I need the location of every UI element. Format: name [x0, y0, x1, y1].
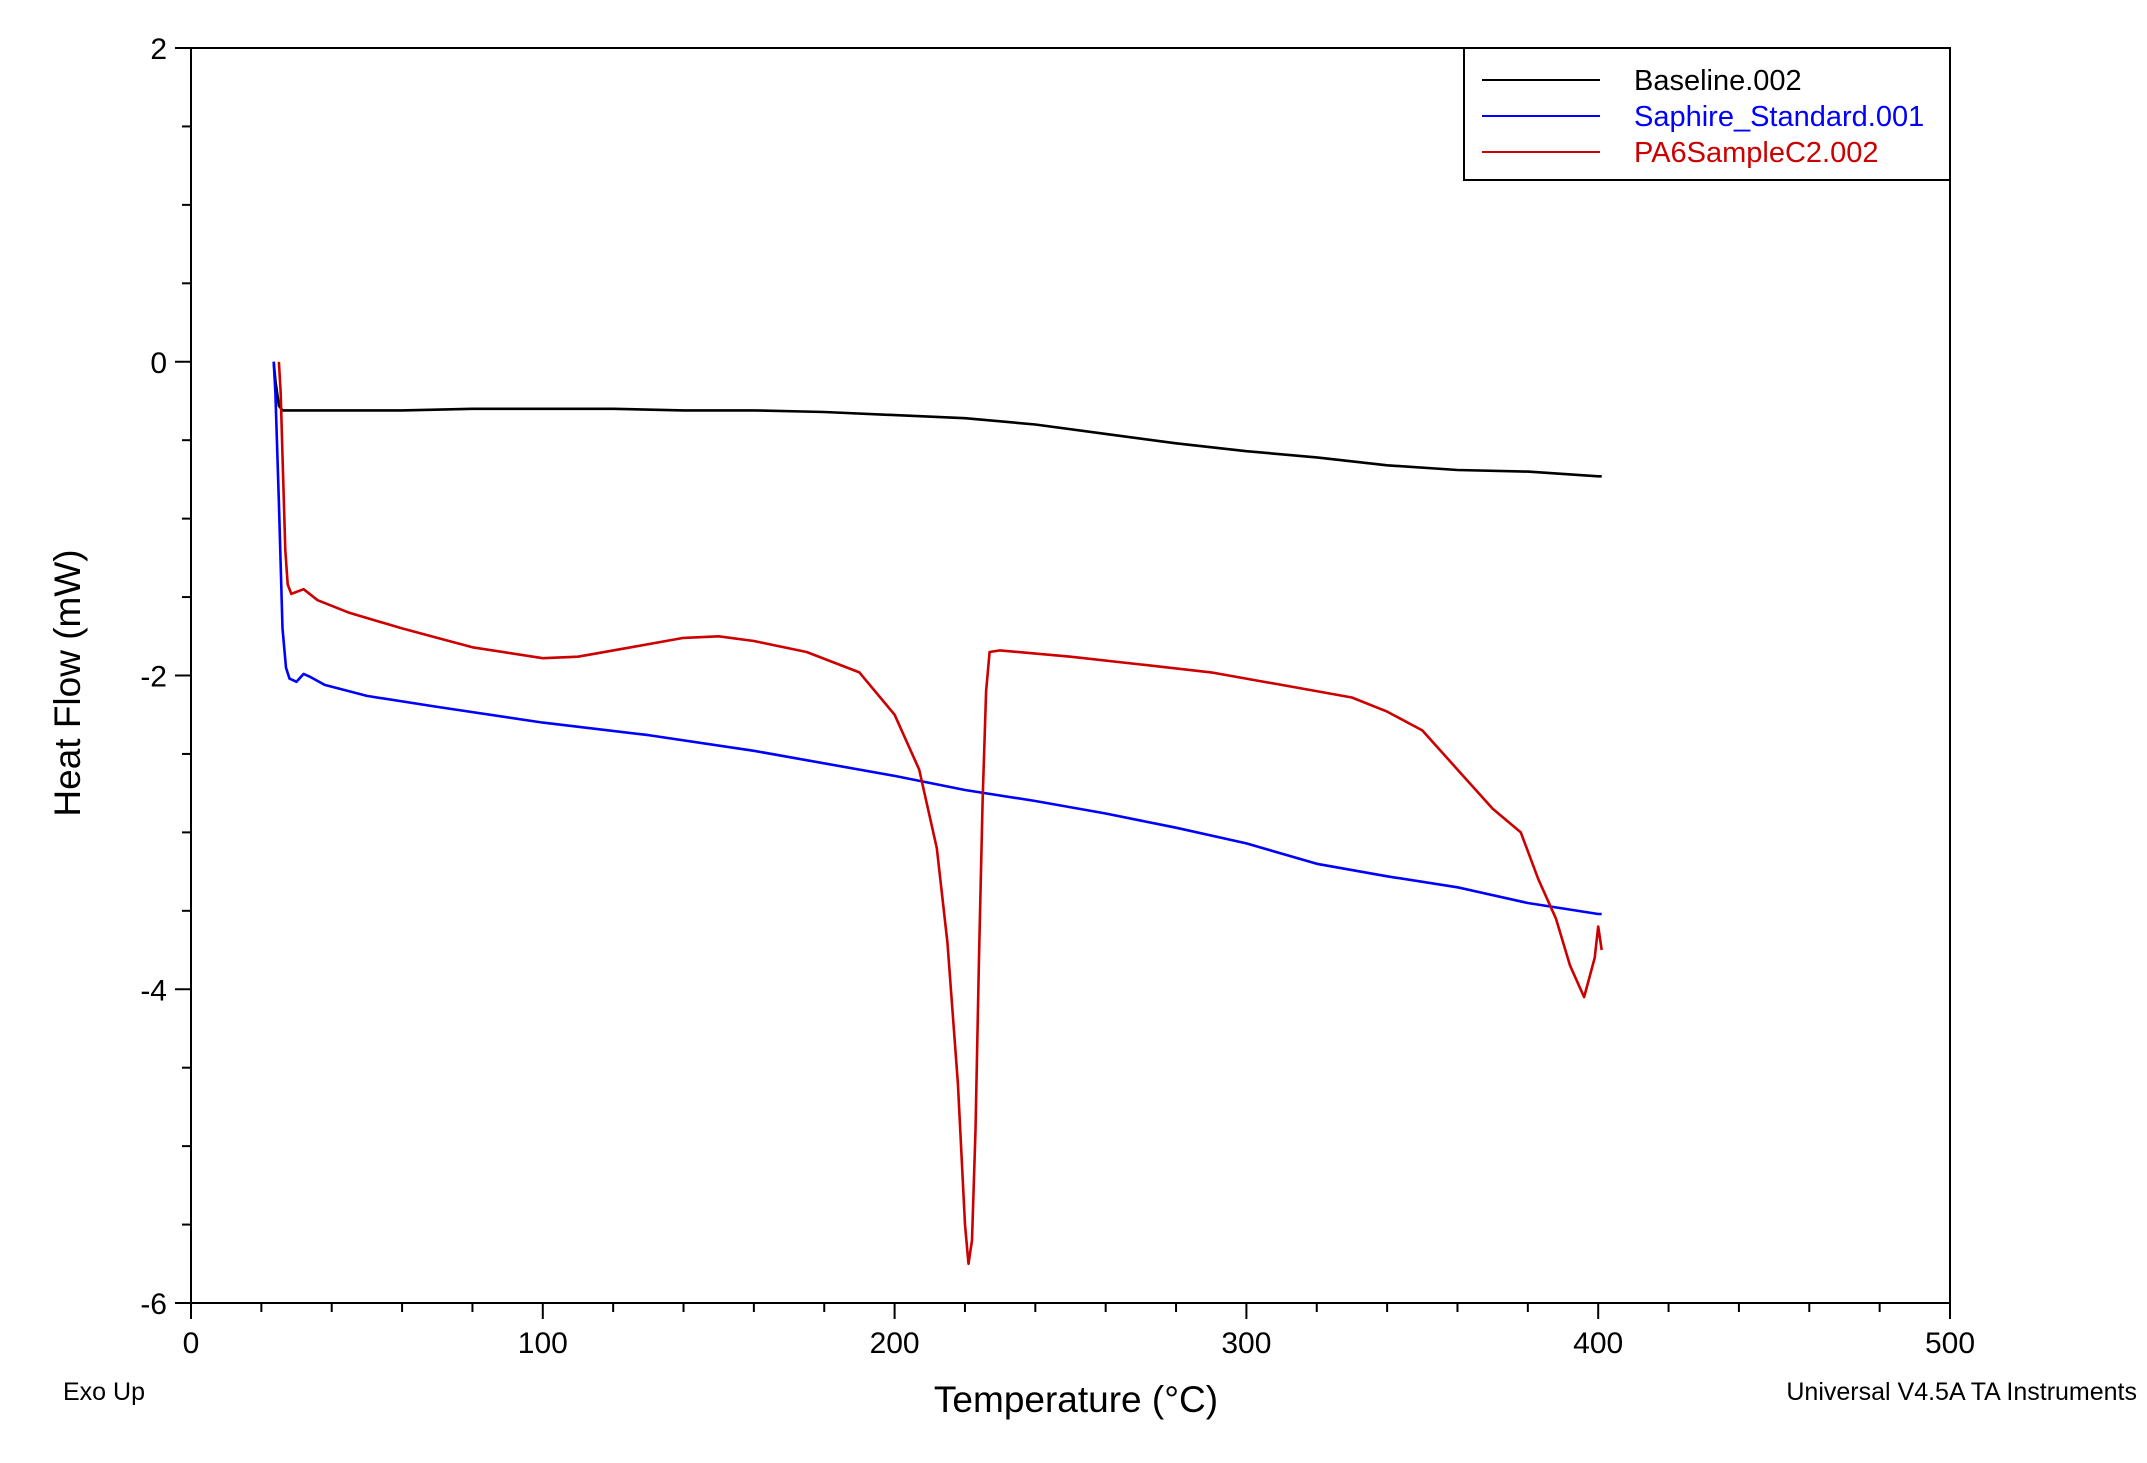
- x-tick-label: 500: [1925, 1327, 1975, 1360]
- y-tick-label: -2: [140, 661, 167, 694]
- legend-label-baseline: Baseline.002: [1634, 65, 1802, 97]
- y-tick-label: 0: [150, 347, 167, 380]
- legend-label-pa6-sample: PA6SampleC2.002: [1634, 137, 1879, 169]
- x-tick-label: 300: [1221, 1327, 1271, 1360]
- software-version-label: Universal V4.5A TA Instruments: [1786, 1378, 2137, 1406]
- y-tick-label: 2: [150, 33, 167, 66]
- legend-box: [1463, 47, 1951, 181]
- y-tick-label: -6: [140, 1288, 167, 1321]
- x-tick-label: 200: [870, 1327, 920, 1360]
- x-axis-title: Temperature (°C): [934, 1379, 1218, 1420]
- plot-area-frame: [190, 47, 1951, 1304]
- x-tick-label: 100: [518, 1327, 568, 1360]
- y-tick-label: -4: [140, 974, 167, 1007]
- series-line-1: [272, 361, 1602, 916]
- series-line-2: [277, 361, 1603, 1266]
- x-tick-label: 400: [1573, 1327, 1623, 1360]
- series-line-0: [272, 361, 1602, 478]
- ticks-layer: 0 100 200 300 400 500 2 0 -2 -4 -6: [140, 33, 1975, 1360]
- series-layer: [272, 361, 1603, 1266]
- exo-up-label: Exo Up: [63, 1378, 145, 1406]
- legend: Baseline.002 Saphire_Standard.001 PA6Sam…: [1463, 47, 1951, 181]
- y-axis-title: Heat Flow (mW): [47, 549, 88, 816]
- x-tick-label: 0: [183, 1327, 200, 1360]
- legend-label-saphire-standard: Saphire_Standard.001: [1634, 101, 1924, 133]
